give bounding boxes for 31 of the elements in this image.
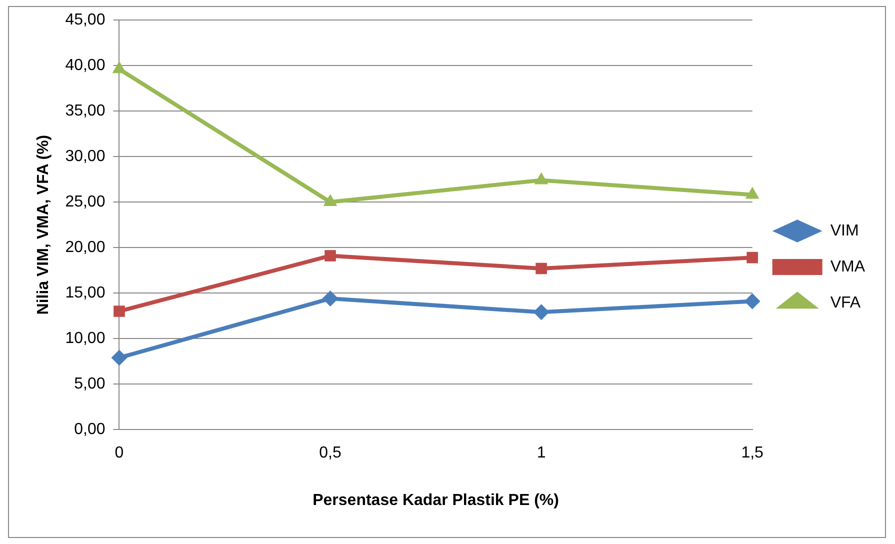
y-tick-label: 35,00: [65, 102, 106, 120]
point: [536, 262, 547, 274]
point: [533, 304, 550, 320]
point: [322, 290, 338, 307]
x-tick-label: 0,5: [319, 444, 342, 462]
legend-label: VIM: [830, 222, 859, 240]
legend-label: VMA: [830, 258, 866, 276]
y-tick-label: 5,00: [74, 375, 106, 392]
point: [744, 293, 760, 310]
y-axis-title: Nilia VIM, VMA, VFA (%): [35, 134, 52, 315]
y-tick-label: 40,00: [65, 56, 106, 74]
x-axis-title: Persentase Kadar Plastik PE (%): [312, 492, 559, 509]
point: [111, 350, 128, 366]
y-tick-label: 20,00: [65, 238, 106, 256]
point: [324, 250, 336, 262]
point: [746, 252, 758, 264]
legend-label: VFA: [830, 294, 861, 312]
y-tick-label: 45,00: [65, 11, 106, 28]
point: [114, 306, 125, 317]
point: [112, 61, 126, 74]
y-tick-label: 0,00: [74, 421, 106, 438]
x-tick-label: 1: [536, 444, 546, 462]
y-tick-label: 30,00: [65, 148, 106, 165]
x-tick-label: 1,5: [741, 444, 764, 462]
y-tick-label: 10,00: [65, 330, 106, 347]
point: [323, 194, 338, 206]
x-tick-label: 0: [114, 444, 124, 462]
point: [534, 172, 548, 184]
y-tick-label: 15,00: [65, 284, 106, 302]
point: [745, 186, 760, 199]
y-tick-label: 25,00: [65, 193, 106, 210]
